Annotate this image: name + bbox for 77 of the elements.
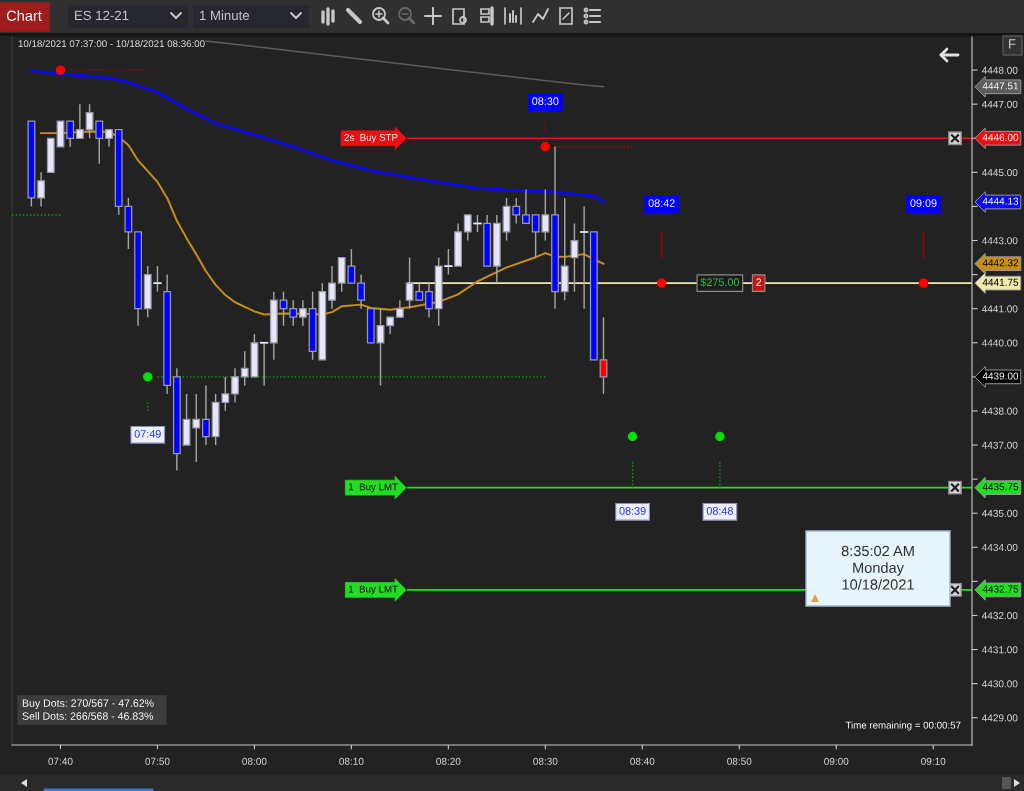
point	[627, 431, 638, 442]
candlestick	[425, 282, 433, 318]
annotation: 08:48	[706, 507, 733, 515]
annotation: 4446.00	[982, 133, 1019, 141]
x-tick-label: 08:00	[242, 757, 267, 765]
candlestick	[298, 299, 307, 327]
x-tick-label: 08:50	[727, 757, 752, 765]
annotation: Time remaining = 00:00:57	[845, 721, 961, 731]
y-tick-label: 4443.00	[981, 237, 1018, 245]
y-tick-label: 4447.00	[981, 100, 1018, 108]
annotation: 10/18/2021 07:37:00 - 10/18/2021 08:36:00	[18, 39, 205, 48]
y-tick-label: 4437.00	[981, 441, 1018, 449]
candlestick	[231, 367, 239, 404]
annotation: 07:49	[134, 430, 161, 438]
y-tick-label: 4448.00	[981, 66, 1018, 74]
y-tick-label: 4440.00	[981, 339, 1018, 347]
y-tick-label: 4445.00	[981, 168, 1018, 177]
y-tick-label: 4435.00	[981, 509, 1018, 517]
annotation: 8:35:02 AM Monday 10/18/2021	[841, 545, 914, 590]
ref-line-label: 1 Buy LMT	[349, 483, 398, 493]
y-tick-label: 4431.00	[981, 646, 1018, 654]
annotation: 4432.75	[982, 585, 1019, 593]
y-tick-label: 4432.00	[981, 612, 1018, 620]
point	[540, 142, 551, 152]
annotation: $275.00	[700, 277, 740, 287]
ref-line-label: 1 Buy LMT	[349, 585, 398, 595]
annotation: Sell Dots: 266/568 - 46.83%	[22, 712, 154, 720]
text: 4447.51	[982, 82, 1019, 90]
point	[143, 372, 153, 382]
candlestick	[192, 393, 201, 463]
annotation: 4441.75	[982, 278, 1019, 286]
annotation: 2	[756, 278, 762, 286]
y-tick-label: 4438.00	[981, 407, 1018, 415]
candlestick	[570, 222, 579, 293]
x-tick-label: 07:50	[145, 757, 170, 765]
y-tick-label: 4441.00	[981, 305, 1018, 313]
x-tick-label: 09:10	[921, 757, 946, 765]
ref-line-label: 2s Buy STP	[344, 133, 398, 143]
point	[918, 278, 929, 288]
candlestick	[522, 188, 530, 225]
text: 4442.32	[982, 259, 1019, 267]
y-tick-label: 4434.00	[981, 543, 1018, 552]
line-series	[205, 40, 605, 88]
candlestick	[579, 205, 589, 310]
annotation: 08:42	[648, 199, 675, 207]
annotation: 09:09	[910, 199, 937, 207]
candlestick	[37, 171, 46, 208]
candlestick	[75, 103, 84, 139]
candlestick	[512, 197, 521, 225]
annotation: 08:39	[619, 507, 646, 515]
candlestick	[599, 316, 608, 395]
text: 4439.00	[982, 372, 1019, 380]
text: 4444.13	[982, 197, 1019, 205]
chart-title: ES 12-21	[75, 10, 129, 21]
annotation: Buy Dots: 270/567 - 47.62%	[22, 699, 154, 709]
point	[715, 431, 725, 442]
x-tick-label: 08:40	[630, 757, 655, 765]
x-tick-label: 09:00	[824, 757, 849, 765]
point	[656, 278, 667, 288]
text: Chart	[6, 10, 42, 21]
text: F	[1009, 39, 1016, 49]
candlestick	[259, 341, 269, 387]
candlestick	[202, 384, 210, 446]
annotation: 08:30	[532, 97, 559, 106]
y-tick-label: 4430.00	[981, 680, 1018, 688]
y-tick-label: 4429.00	[981, 714, 1018, 722]
annotation: 4435.75	[982, 483, 1019, 491]
candlestick	[328, 265, 336, 310]
candlestick	[289, 299, 298, 327]
x-tick-label: 08:10	[339, 757, 364, 765]
point	[55, 65, 66, 75]
candlestick	[66, 120, 75, 148]
candlestick	[357, 273, 366, 310]
x-tick-label: 08:20	[436, 757, 461, 765]
x-tick-label: 08:30	[533, 757, 558, 765]
x-tick-label: 07:40	[48, 757, 73, 765]
chart-subtitle: 1 Minute	[200, 10, 250, 21]
